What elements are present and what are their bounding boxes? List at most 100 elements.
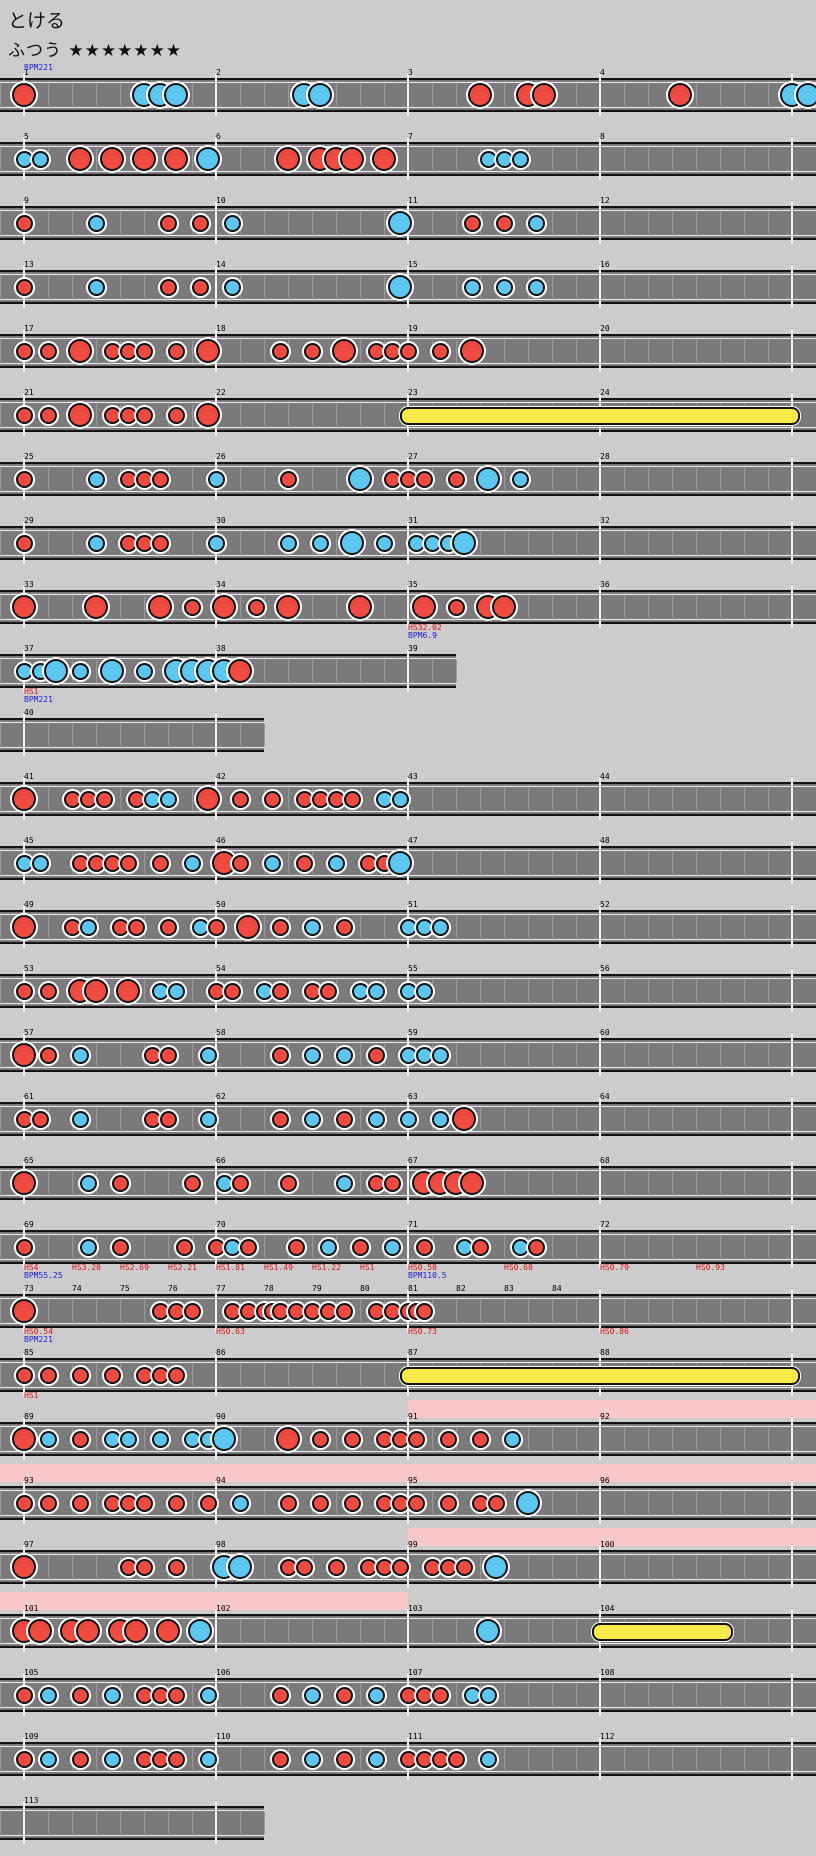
beat-line [192,468,193,490]
beat-line [720,1236,721,1258]
beat-line [672,1236,673,1258]
beat-line [0,660,1,682]
don-note [335,1686,353,1704]
beat-line [624,84,625,106]
beat-line [768,532,769,554]
measure-number: 48 [600,836,610,845]
ka-note [495,278,513,296]
beat-line [504,1044,505,1066]
measure-number: 68 [600,1156,610,1165]
beat-line [312,1172,313,1194]
beat-line [552,1172,553,1194]
don-note [135,1558,153,1576]
beat-line [96,1108,97,1130]
ka-note [79,1174,97,1192]
beat-line [0,1236,1,1258]
don-note [407,1430,425,1448]
ka-note [303,1110,321,1128]
gogo-band [408,1400,816,1418]
don-note [367,342,385,360]
barline [407,1162,409,1204]
beat-line [48,1172,49,1194]
beat-line [696,1492,697,1514]
measure-number: 43 [408,772,418,781]
beat-line [144,916,145,938]
big-don-note [668,83,692,107]
don-note [439,1558,457,1576]
big-ka-note [100,659,124,683]
beat-line [288,1364,289,1386]
beat-line [504,84,505,106]
beat-line [576,212,577,234]
ka-note [319,1238,337,1256]
drumroll-note [592,1623,733,1641]
tempo-event-label: HS0.58 [408,1263,437,1272]
big-don-note [116,979,140,1003]
beat-line [672,916,673,938]
barline [407,1226,409,1268]
tempo-event-label: HS0.63 [216,1327,245,1336]
don-note [343,790,361,808]
measure-number: 38 [216,644,226,653]
beat-line [480,532,481,554]
measure-number: 110 [216,1732,231,1741]
ka-note [327,854,345,872]
measure-number: 25 [24,452,34,461]
beat-line [456,1044,457,1066]
beat-line [552,980,553,1002]
beat-line [120,724,121,746]
don-note [303,982,321,1000]
beat-line [0,980,1,1002]
ka-note [367,982,385,1000]
big-don-note [164,147,188,171]
don-note [367,1302,385,1320]
barline [599,1098,601,1140]
beat-line [120,84,121,106]
beat-line [696,1044,697,1066]
don-note [487,1494,505,1512]
beat-line [144,1812,145,1834]
beat-line [264,1492,265,1514]
don-note [111,1174,129,1192]
barline [791,1290,793,1332]
big-don-note [332,339,356,363]
chart-row: 105 106 107 108 [0,1664,816,1728]
measure-number: 31 [408,516,418,525]
don-note [175,1238,193,1256]
beat-line [672,1300,673,1322]
ka-note [223,1238,241,1256]
beat-line [432,212,433,234]
don-note [335,1302,353,1320]
beat-line [0,1364,1,1386]
ka-note [511,470,529,488]
measure-number: 60 [600,1028,610,1037]
barline [791,1482,793,1524]
measure-number: 42 [216,772,226,781]
beat-line [768,1236,769,1258]
gogo-band [408,1528,816,1546]
don-note [159,918,177,936]
beat-line [576,468,577,490]
beat-line [744,596,745,618]
beat-line [120,596,121,618]
don-note [127,918,145,936]
measure-number: 45 [24,836,34,845]
beat-line [744,84,745,106]
don-note [71,1430,89,1448]
beat-line [768,212,769,234]
beat-line [336,1492,337,1514]
barline [599,74,601,116]
ka-note [367,1686,385,1704]
beat-line [432,852,433,874]
beat-line [744,1684,745,1706]
beat-line [120,212,121,234]
beat-line [672,1684,673,1706]
beat-line [696,468,697,490]
don-note [271,1110,289,1128]
beat-line [192,532,193,554]
beat-line [48,852,49,874]
beat-line [288,212,289,234]
beat-line [384,660,385,682]
beat-line [432,1620,433,1642]
ka-note [87,214,105,232]
